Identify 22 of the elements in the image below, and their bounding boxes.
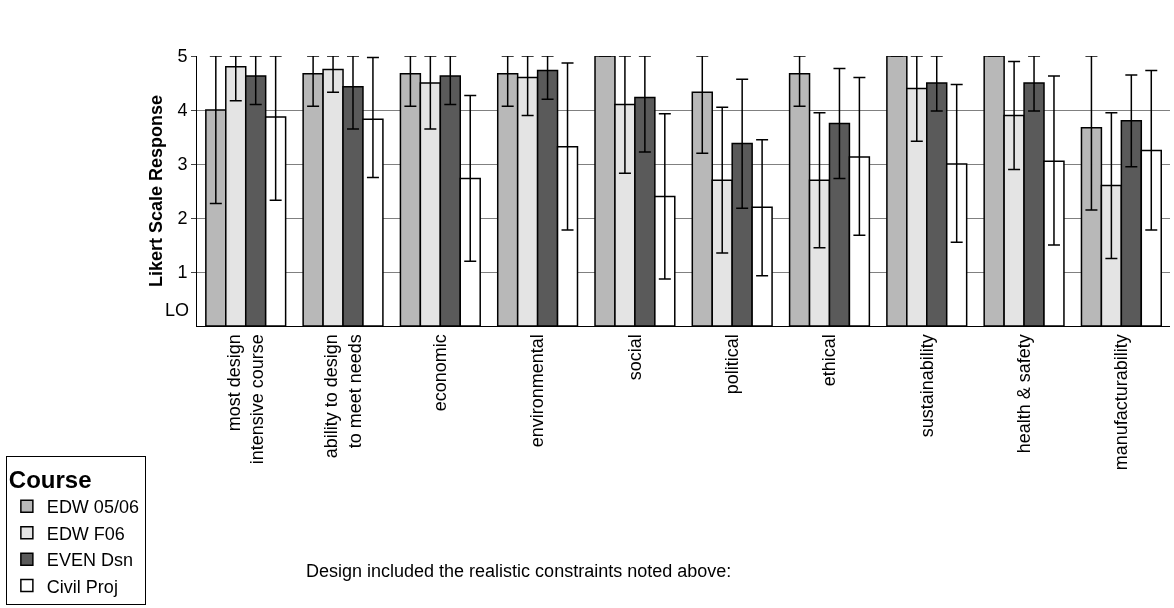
- y-tick-label: 3: [177, 154, 188, 175]
- x-tick-label: economic: [430, 334, 451, 412]
- legend-title: Course: [8, 466, 92, 494]
- legend-label: EDW 05/06: [46, 497, 139, 518]
- y-tick-label: 2: [177, 208, 188, 229]
- x-tick-label: social: [624, 334, 645, 381]
- legend-label: EVEN Dsn: [46, 550, 133, 571]
- y-axis-title: Likert Scale Response: [145, 94, 166, 288]
- x-tick-label: health & safety: [1013, 334, 1034, 454]
- x-tick-label: sustainability: [916, 334, 937, 438]
- legend-label: EDW F06: [46, 523, 125, 544]
- x-tick-label: political: [722, 334, 743, 395]
- y-tick-label: 1: [177, 262, 188, 283]
- y-tick-label: 4: [177, 100, 188, 121]
- text: LO: [165, 300, 190, 320]
- y-tick-label: 5: [177, 46, 188, 67]
- text: Design included the realistic constraints noted above:: [306, 561, 732, 581]
- x-tick-label: environmental: [527, 334, 548, 448]
- x-tick-label: manufacturability: [1111, 334, 1132, 471]
- x-tick-label: most design intensive course: [223, 334, 268, 465]
- legend-label: Civil Proj: [46, 576, 118, 597]
- x-tick-label: ethical: [819, 334, 840, 387]
